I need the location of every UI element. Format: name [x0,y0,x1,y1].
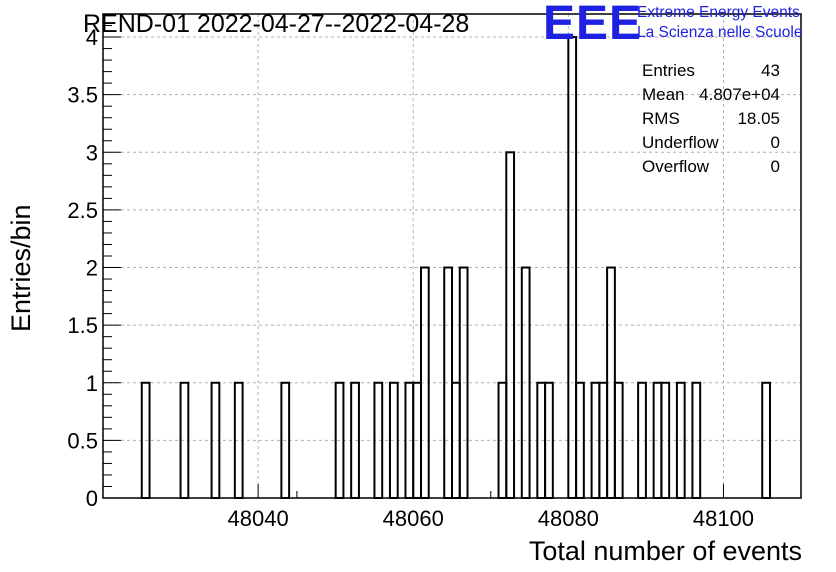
stat-row-overflow: Overflow 0 [640,155,780,179]
stat-label: Entries [642,61,695,80]
logo-caption: Extreme Energy Events La Scienza nelle S… [637,3,802,43]
x-axis-label: Total number of events [528,536,802,566]
y-tick-label: 3 [86,140,98,165]
logo-line-1: Extreme Energy Events [637,4,800,21]
y-axis-label: Entries/bin [6,204,36,332]
x-tick-label: 48040 [228,506,289,531]
stat-label: RMS [642,109,680,128]
y-tick-label: 2.5 [67,198,98,223]
chart-title: REND-01 2022-04-27--2022-04-28 [83,10,470,38]
x-tick-label: 48100 [693,506,754,531]
y-tick-label: 0 [86,486,98,511]
stat-row-rms: RMS 18.05 [640,107,780,131]
stat-label: Overflow [642,157,710,176]
stat-row-entries: Entries 43 [640,59,780,83]
stat-value: 18.05 [737,109,780,128]
stat-value: 0 [770,133,780,152]
eee-logo: EEE [543,0,643,50]
logo-line-2: La Scienza nelle Scuole [637,24,803,41]
stat-label: Underflow [642,133,719,152]
stat-row-mean: Mean 4.807e+04 [640,83,780,107]
stats-box: Entries 43 Mean 4.807e+04 RMS 18.05 Unde… [640,59,780,179]
y-tick-label: 3.5 [67,83,98,108]
y-tick-label: 1.5 [67,313,98,338]
y-axis-label-wrap: Entries/bin [6,182,36,332]
stat-value: 43 [761,61,780,80]
y-tick-label: 1 [86,371,98,396]
stat-value: 0 [770,157,780,176]
y-tick-label: 4 [86,25,98,50]
y-tick-label: 2 [86,256,98,281]
y-tick-label: 0.5 [67,428,98,453]
stat-value: 4.807e+04 [699,85,780,104]
stat-row-underflow: Underflow 0 [640,131,780,155]
stat-label: Mean [642,85,685,104]
x-tick-label: 48080 [538,506,599,531]
x-tick-label: 48060 [383,506,444,531]
